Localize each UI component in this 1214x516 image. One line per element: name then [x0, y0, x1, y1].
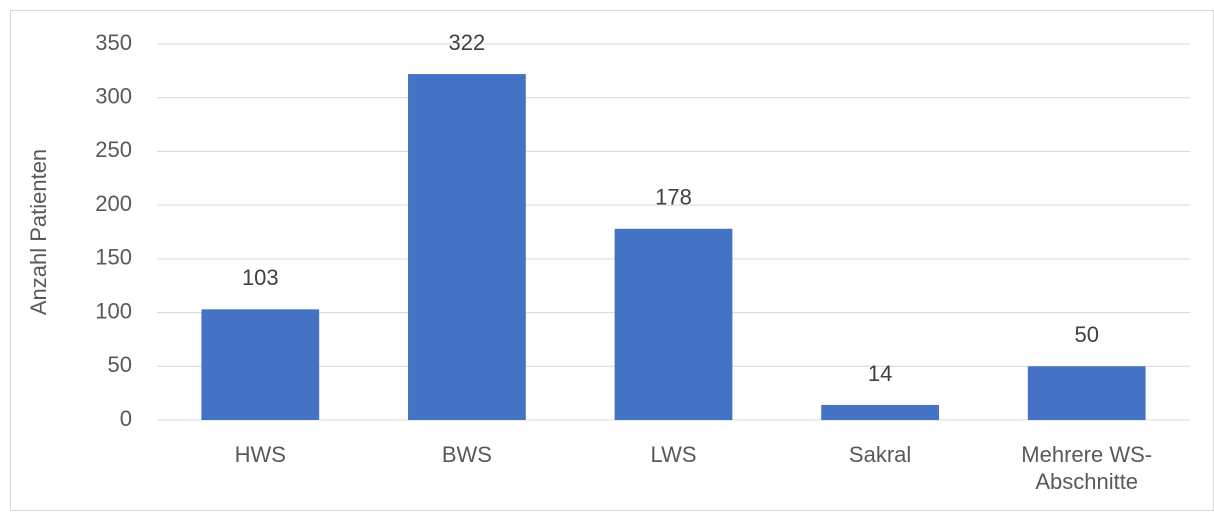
- bar: [201, 309, 320, 420]
- y-axis-title: Anzahl Patienten: [26, 149, 51, 315]
- y-tick-label: 350: [95, 30, 132, 55]
- x-tick-label: Mehrere WS-Abschnitte: [1021, 442, 1153, 494]
- data-label: 50: [1074, 322, 1098, 347]
- x-tick-label: Sakral: [848, 442, 912, 467]
- y-tick-label: 100: [95, 298, 132, 323]
- data-label: 14: [868, 361, 892, 386]
- data-label: 322: [449, 30, 486, 55]
- y-tick-label: 150: [95, 245, 132, 270]
- y-tick-label: 50: [108, 352, 132, 377]
- x-tick-label: BWS: [441, 442, 492, 467]
- bar: [1027, 366, 1146, 420]
- x-tick-label: LWS: [650, 442, 697, 467]
- chart-border: [10, 10, 1214, 511]
- y-tick-label: 300: [95, 84, 132, 109]
- y-tick-label: 200: [95, 191, 132, 216]
- bar: [408, 74, 526, 420]
- y-tick-label: 250: [95, 137, 132, 162]
- bar: [614, 228, 733, 420]
- x-tick-label: HWS: [234, 442, 286, 467]
- data-label: 103: [242, 265, 279, 290]
- y-tick-label: 0: [120, 406, 132, 431]
- bar: [821, 404, 939, 420]
- data-label: 178: [655, 185, 692, 210]
